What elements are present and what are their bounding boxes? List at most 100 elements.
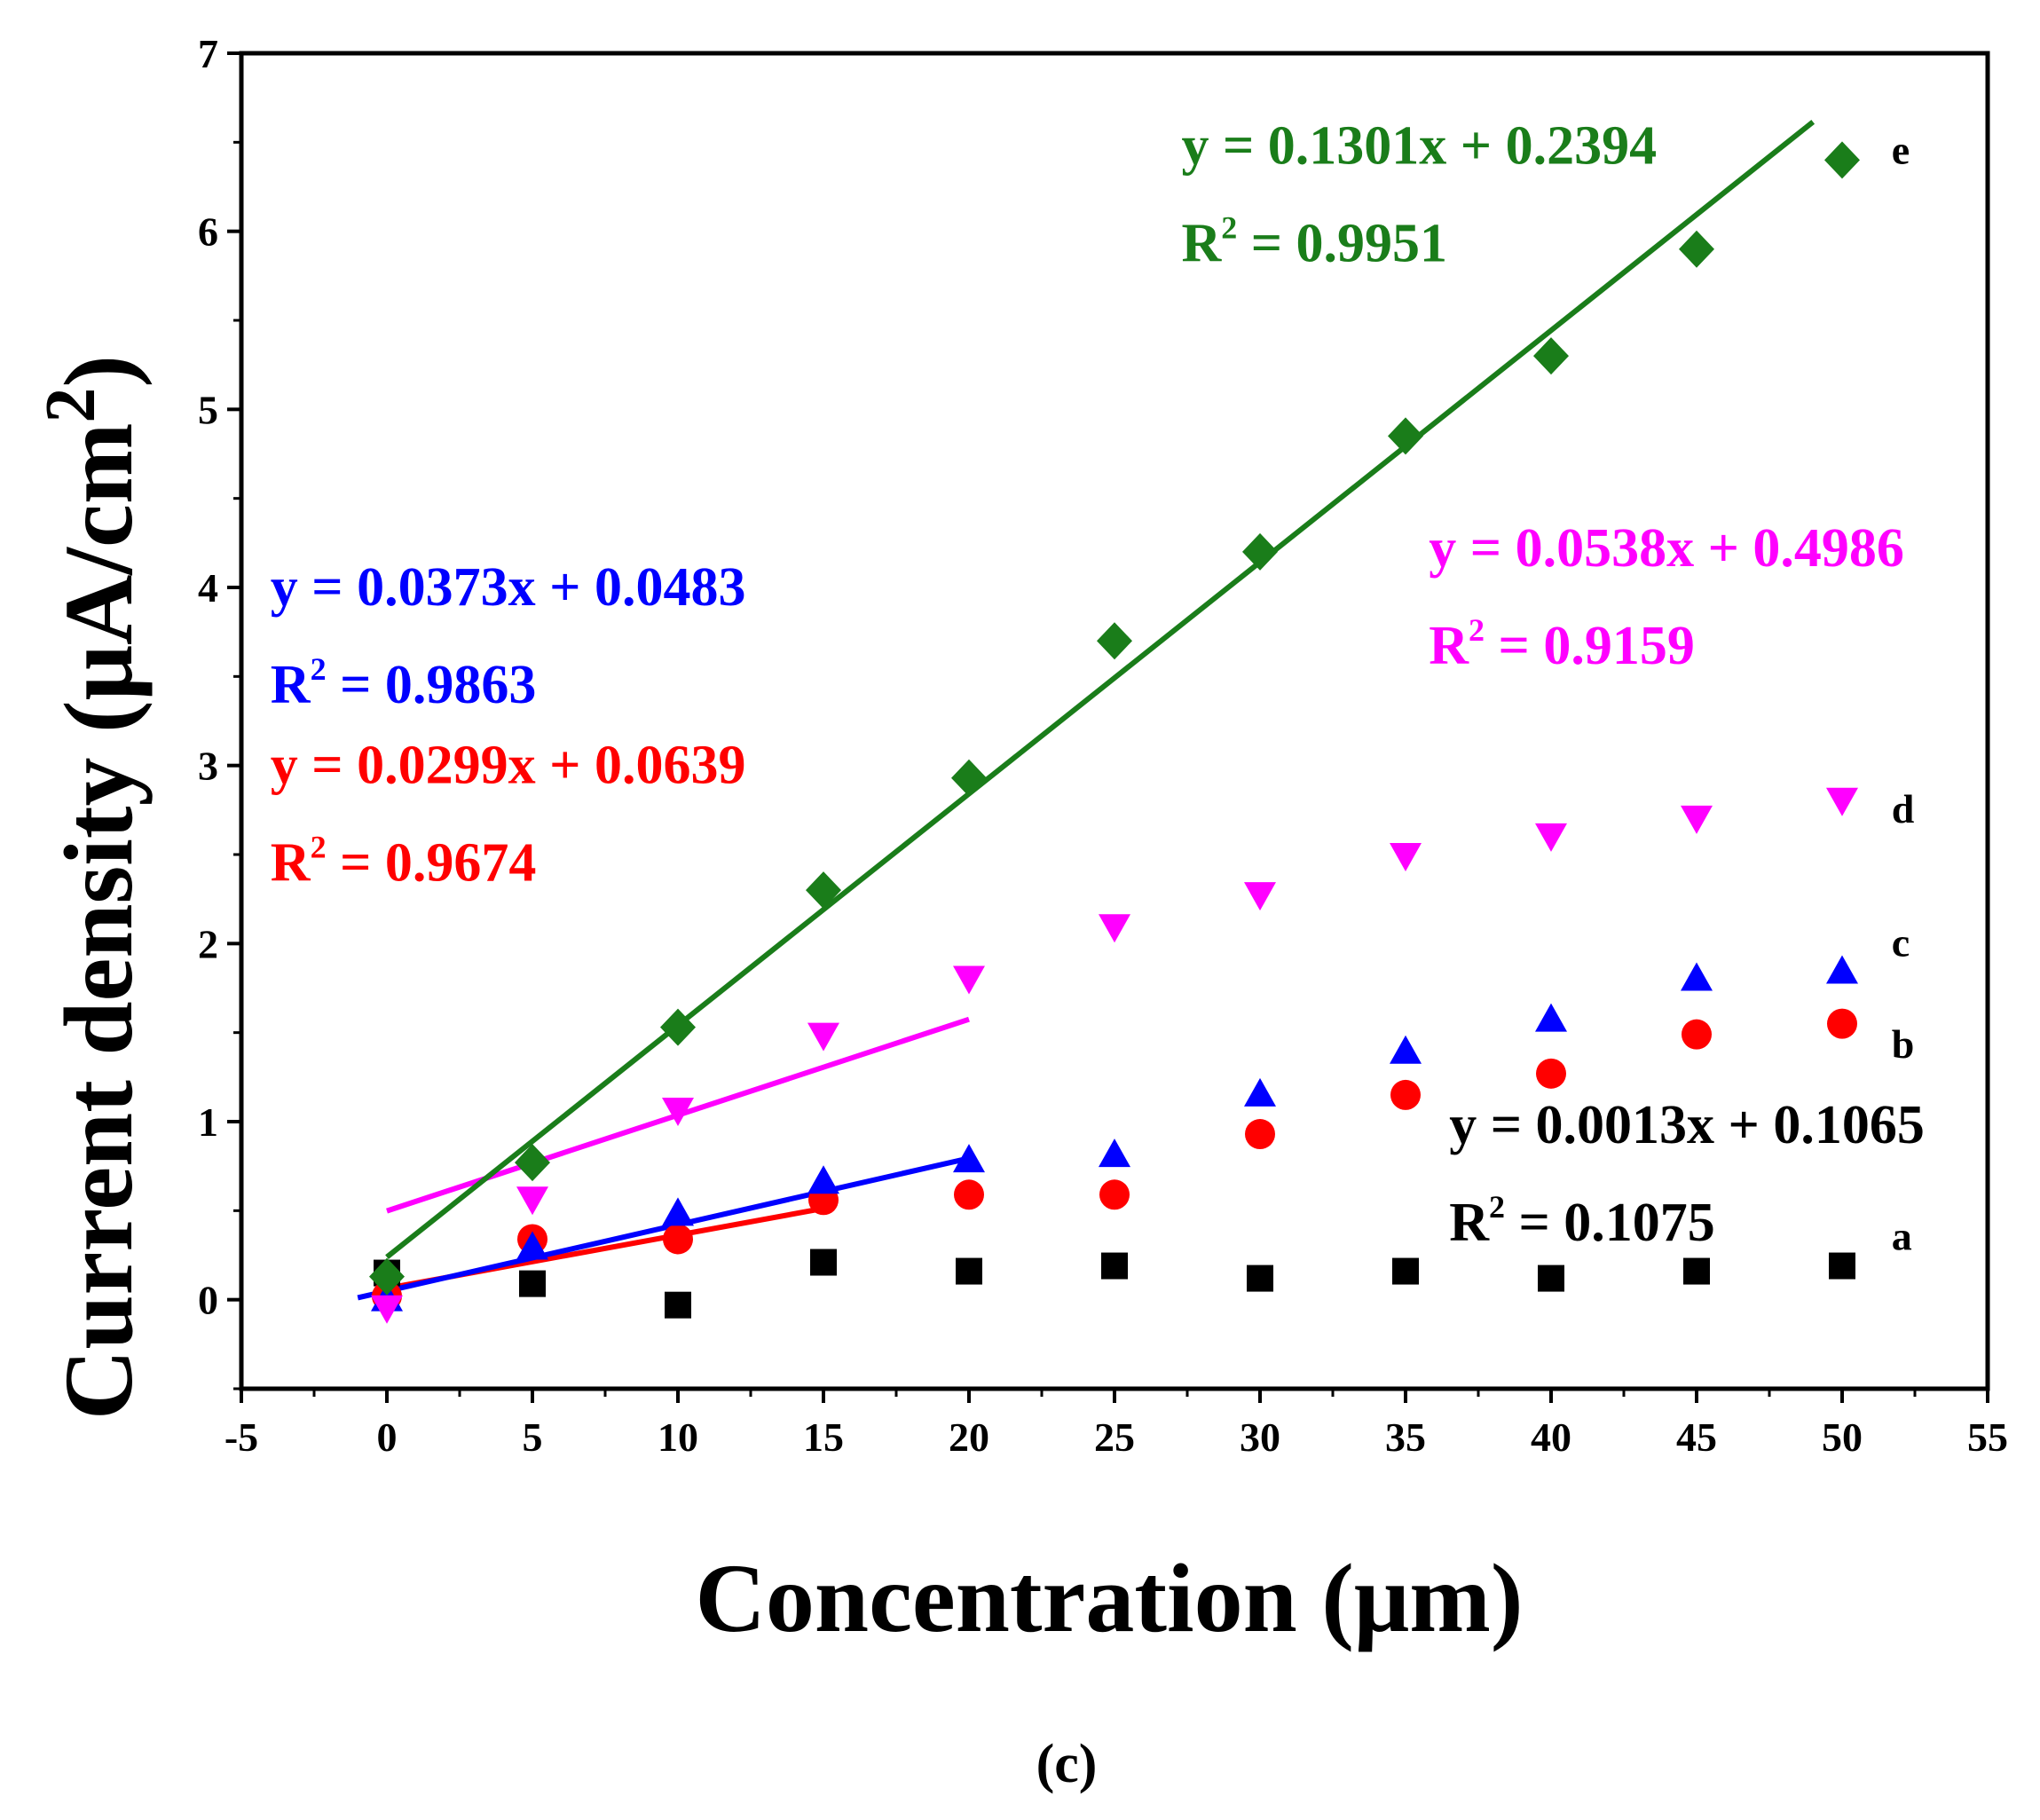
point-c — [516, 1231, 548, 1260]
point-b — [1245, 1119, 1275, 1150]
x-tick-label: 5 — [523, 1414, 543, 1460]
data-points — [369, 141, 1860, 1324]
point-a — [1683, 1257, 1710, 1285]
point-b — [1390, 1079, 1421, 1110]
point-e — [1242, 532, 1278, 571]
point-a — [519, 1270, 546, 1297]
y-axis-title: Current density (μA/cm2) — [32, 355, 153, 1420]
x-tick-label: 45 — [1676, 1414, 1717, 1460]
y-tick-label: 0 — [198, 1278, 218, 1323]
series-label-e: e — [1892, 127, 1910, 172]
r-squared-d: R2 = 0.9159 — [1429, 612, 1695, 676]
x-tick-label: -5 — [224, 1414, 258, 1460]
point-d — [807, 1022, 839, 1052]
series-label-a: a — [1892, 1213, 1912, 1258]
y-axis-title-main: Current density (μA/cm — [44, 423, 153, 1421]
x-tick-label: 55 — [1967, 1414, 2008, 1460]
point-d — [1681, 805, 1713, 834]
r-squared-prefix: R — [271, 833, 311, 894]
series-label-b: b — [1892, 1021, 1915, 1067]
fit-line-c — [357, 1155, 970, 1301]
point-d — [1099, 914, 1130, 943]
point-a — [1101, 1252, 1128, 1280]
point-b — [1682, 1019, 1712, 1050]
point-c — [1826, 955, 1858, 984]
point-d — [371, 1295, 403, 1324]
x-tick-label: 20 — [949, 1414, 989, 1460]
point-d — [1390, 843, 1422, 871]
series-label-c: c — [1892, 919, 1910, 965]
y-tick-label: 7 — [198, 31, 218, 76]
point-b — [1536, 1058, 1566, 1089]
series-labels: a b c d e — [1892, 127, 1915, 1258]
point-c — [1390, 1035, 1422, 1064]
r-squared-sup: 2 — [1489, 1189, 1505, 1225]
x-tick-label: 0 — [377, 1414, 398, 1460]
panel-label: (c) — [1036, 1734, 1098, 1794]
r-squared-sup: 2 — [1469, 612, 1485, 648]
r-squared-prefix: R — [1429, 616, 1469, 676]
x-tick-label: 25 — [1094, 1414, 1135, 1460]
r-squared-b: R2 = 0.9674 — [271, 830, 537, 894]
point-e — [369, 1257, 405, 1296]
point-e — [1679, 230, 1714, 268]
point-a — [665, 1291, 691, 1319]
r-squared-sup: 2 — [1221, 209, 1237, 245]
point-c — [1099, 1138, 1130, 1168]
r-squared-value: = 0.9951 — [1237, 213, 1447, 273]
point-a — [956, 1257, 982, 1285]
r-squared-value: = 0.9863 — [327, 655, 537, 715]
point-a — [1392, 1257, 1419, 1285]
r-squared-value: = 0.1075 — [1505, 1193, 1715, 1253]
point-c — [1681, 962, 1713, 991]
r-squared-c: R2 = 0.9863 — [271, 651, 537, 715]
point-d — [1826, 787, 1858, 816]
point-d — [516, 1186, 548, 1216]
r-squared-prefix: R — [271, 655, 311, 715]
r-squared-value: = 0.9674 — [327, 833, 537, 894]
point-c — [953, 1144, 985, 1173]
equation-e: y = 0.1301x + 0.2394 — [1181, 115, 1657, 176]
point-c — [1535, 1003, 1567, 1032]
point-c — [807, 1165, 839, 1194]
point-a — [1538, 1265, 1564, 1292]
equation-b: y = 0.0299x + 0.0639 — [271, 736, 746, 796]
point-a — [1829, 1252, 1855, 1280]
equation-d: y = 0.0538x + 0.4986 — [1429, 518, 1904, 579]
x-tick-label: 10 — [658, 1414, 698, 1460]
point-d — [1244, 882, 1276, 911]
point-d — [1535, 823, 1567, 852]
point-e — [1533, 337, 1569, 375]
series-label-d: d — [1892, 786, 1915, 831]
point-e — [515, 1144, 550, 1182]
point-e — [1097, 622, 1132, 660]
point-e — [951, 759, 987, 797]
point-e — [660, 1008, 696, 1046]
r-squared-e: R2 = 0.9951 — [1181, 209, 1447, 273]
point-b — [954, 1179, 984, 1210]
x-tick-label: 50 — [1822, 1414, 1863, 1460]
r-squared-value: = 0.9159 — [1485, 616, 1695, 676]
y-axis-title-close: ) — [44, 355, 153, 388]
y-tick-label: 4 — [198, 565, 218, 611]
x-axis-title: Concentration (μm) — [695, 1544, 1523, 1652]
x-tick-label: 40 — [1531, 1414, 1571, 1460]
r-squared-a: R2 = 0.1075 — [1449, 1189, 1715, 1253]
point-d — [662, 1097, 694, 1126]
equation-c: y = 0.0373x + 0.0483 — [271, 557, 746, 618]
y-tick-label: 5 — [198, 387, 218, 432]
point-b — [1099, 1179, 1130, 1210]
svg-text:Current density (μA/cm2): Current density (μA/cm2) — [32, 355, 153, 1420]
point-c — [1244, 1077, 1276, 1107]
r-squared-sup: 2 — [311, 651, 327, 687]
x-tick-label: 30 — [1240, 1414, 1280, 1460]
point-a — [1247, 1265, 1273, 1292]
r-squared-prefix: R — [1449, 1193, 1490, 1253]
y-tick-label: 6 — [198, 209, 218, 255]
point-d — [953, 965, 985, 995]
y-tick-label: 1 — [198, 1099, 218, 1145]
point-b — [663, 1224, 693, 1255]
